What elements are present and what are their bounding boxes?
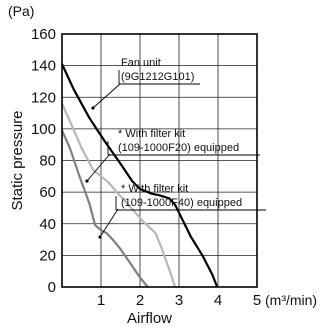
y-tick-label: 80 [39, 153, 56, 170]
x-unit-label: (m³/min) [265, 292, 317, 308]
y-tick-label: 0 [48, 279, 56, 296]
y-tick-label: 160 [31, 26, 56, 43]
annotation-text: * With filter kit [121, 183, 188, 195]
annotation-pointer [91, 106, 95, 110]
annotations: Fan unit (9G1212G101) * With filter kit (10… [85, 57, 266, 239]
y-tick-label: 60 [39, 184, 56, 201]
x-tick-label: 1 [97, 292, 105, 309]
x-tick-label: 5 [253, 292, 261, 309]
x-tick-label: 4 [214, 292, 222, 309]
x-tick-label: 3 [175, 292, 183, 309]
annotation-text: Fan unit [121, 57, 161, 69]
annotation-text: (109-1000F20) equipped [118, 142, 239, 154]
annotation-pointer [98, 235, 102, 239]
y-tick-label: 100 [31, 121, 56, 138]
y-tick-label: 20 [39, 247, 56, 264]
annotation-leader-line [86, 153, 111, 182]
y-axis-title: Static pressure [9, 110, 26, 210]
tick-labels: 0 20 40 60 80 100 120 140 160 1 2 3 4 5 [31, 26, 261, 309]
x-tick-label: 2 [136, 292, 144, 309]
annotation-pointer [85, 179, 89, 183]
series-line [61, 63, 219, 288]
y-unit-label: (Pa) [8, 3, 34, 19]
annotation-text: (9G1212G101) [121, 71, 194, 83]
y-tick-label: 140 [31, 58, 56, 75]
y-tick-label: 40 [39, 216, 56, 233]
y-tick-label: 120 [31, 89, 56, 106]
x-axis-title: Airflow [127, 310, 172, 327]
annotation-leader-line [99, 208, 119, 238]
annotation-leader-line [92, 83, 121, 109]
plot-frame [61, 33, 258, 288]
annotation-text: (109-1000F40) equipped [121, 197, 242, 209]
annotation-text: * With filter kit [118, 128, 185, 140]
series-line [60, 103, 177, 288]
